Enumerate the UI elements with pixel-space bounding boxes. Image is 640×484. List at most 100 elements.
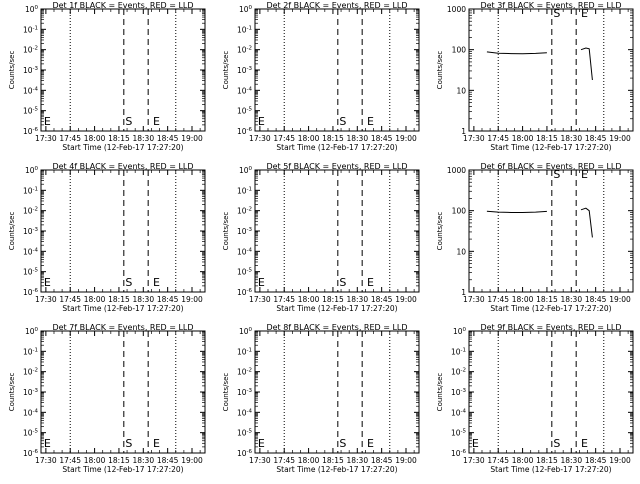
x-tick-label: 18:30 <box>560 134 582 143</box>
y-axis-label: Counts/sec <box>8 51 16 90</box>
x-tick-label: 18:30 <box>346 134 368 143</box>
x-tick-label: 17:30 <box>35 134 57 143</box>
event-rate-line <box>486 51 547 55</box>
x-tick-label: 17:45 <box>59 134 81 143</box>
x-tick-label: 18:15 <box>536 134 558 143</box>
event-marker-label: E <box>472 437 479 450</box>
event-marker-label: E <box>581 168 588 181</box>
x-tick-label: 18:00 <box>298 456 320 465</box>
event-marker-label: E <box>153 276 160 289</box>
event-marker-label: E <box>367 276 374 289</box>
x-tick-label: 17:45 <box>273 295 295 304</box>
y-tick-label: 10-5 <box>23 429 39 438</box>
event-marker-label: S <box>553 437 560 450</box>
detector-panel-3: Det 3f BLACK = Events, RED = LLD 1 10 100 10… <box>436 1 634 152</box>
x-axis-label: Start Time (12-Feb-17 17:27:20) <box>490 143 611 152</box>
y-tick-label: 1000 <box>447 166 466 175</box>
detector-panel-9: Det 9f BLACK = Events, RED = LLD 10-6 10-5… <box>436 323 634 474</box>
y-tick-label: 1000 <box>447 5 466 14</box>
y-axis-label: Counts/sec <box>222 51 230 90</box>
y-tick-label: 10-4 <box>237 86 253 95</box>
panel-title: Det 5f BLACK = Events, RED = LLD <box>266 162 407 171</box>
x-axis-label: Start Time (12-Feb-17 17:27:20) <box>276 465 397 474</box>
y-tick-label: 10-2 <box>237 368 252 377</box>
event-rate-line <box>580 47 593 81</box>
x-tick-label: 18:30 <box>560 295 582 304</box>
event-marker-label: E <box>44 276 51 289</box>
y-tick-label: 10-5 <box>451 429 467 438</box>
y-tick-label: 100 <box>239 166 253 175</box>
y-tick-label: 10-4 <box>23 86 39 95</box>
x-tick-label: 17:30 <box>35 456 57 465</box>
y-tick-label: 10-1 <box>451 347 466 356</box>
y-tick-label: 10-6 <box>237 288 253 297</box>
plot-frame <box>40 330 206 454</box>
event-marker-label: S <box>339 115 346 128</box>
y-tick-label: 10-2 <box>23 207 38 216</box>
x-tick-label: 18:00 <box>512 456 534 465</box>
x-tick-label: 19:00 <box>395 295 417 304</box>
panel-title: Det 1f BLACK = Events, RED = LLD <box>52 1 193 10</box>
y-tick-label: 10-5 <box>237 107 253 116</box>
x-tick-label: 18:30 <box>346 456 368 465</box>
y-tick-label: 10-5 <box>23 268 39 277</box>
detector-panel-4: Det 4f BLACK = Events, RED = LLD 10-6 10-5… <box>8 162 206 313</box>
event-marker-label: S <box>339 276 346 289</box>
x-tick-label: 18:45 <box>157 456 179 465</box>
y-tick-label: 10-1 <box>237 347 252 356</box>
x-tick-label: 18:00 <box>84 295 106 304</box>
y-tick-label: 10-1 <box>23 25 38 34</box>
x-axis-label: Start Time (12-Feb-17 17:27:20) <box>490 304 611 313</box>
panel-title: Det 9f BLACK = Events, RED = LLD <box>480 323 621 332</box>
x-tick-label: 19:00 <box>395 134 417 143</box>
x-axis-label: Start Time (12-Feb-17 17:27:20) <box>62 465 183 474</box>
y-tick-label: 1 <box>461 127 466 136</box>
detector-panel-6: Det 6f BLACK = Events, RED = LLD 1 10 100 10… <box>436 162 634 313</box>
plot-frame <box>468 8 634 132</box>
x-tick-label: 18:45 <box>157 295 179 304</box>
x-axis-label: Start Time (12-Feb-17 17:27:20) <box>490 465 611 474</box>
y-tick-label: 10-4 <box>451 408 467 417</box>
y-tick-label: 10 <box>456 86 466 95</box>
x-axis-label: Start Time (12-Feb-17 17:27:20) <box>276 304 397 313</box>
y-axis-label: Counts/sec <box>222 212 230 251</box>
detector-panel-5: Det 5f BLACK = Events, RED = LLD 10-6 10-5… <box>222 162 420 313</box>
y-tick-label: 10-6 <box>23 449 39 458</box>
y-tick-label: 100 <box>25 327 39 336</box>
x-tick-label: 18:45 <box>371 295 393 304</box>
y-axis-label: Counts/sec <box>8 212 16 251</box>
plot-frame <box>40 8 206 132</box>
panel-title: Det 8f BLACK = Events, RED = LLD <box>266 323 407 332</box>
x-tick-label: 19:00 <box>609 295 631 304</box>
y-tick-label: 100 <box>453 327 467 336</box>
event-marker-label: E <box>581 437 588 450</box>
y-tick-label: 10-3 <box>23 388 39 397</box>
y-tick-label: 10-6 <box>237 127 253 136</box>
x-tick-label: 17:45 <box>59 456 81 465</box>
panel-title: Det 6f BLACK = Events, RED = LLD <box>480 162 621 171</box>
x-tick-label: 18:00 <box>84 134 106 143</box>
plot-frame <box>254 169 420 293</box>
y-tick-label: 10-3 <box>237 227 253 236</box>
y-tick-label: 10-3 <box>237 388 253 397</box>
x-tick-label: 18:00 <box>512 295 534 304</box>
y-tick-label: 10-3 <box>237 66 253 75</box>
detector-panel-8: Det 8f BLACK = Events, RED = LLD 10-6 10-5… <box>222 323 420 474</box>
x-tick-label: 17:30 <box>463 134 485 143</box>
y-tick-label: 10-4 <box>23 247 39 256</box>
x-tick-label: 17:30 <box>35 295 57 304</box>
x-tick-label: 18:15 <box>108 456 130 465</box>
y-tick-label: 10 <box>456 247 466 256</box>
x-tick-label: 18:45 <box>157 134 179 143</box>
y-tick-label: 100 <box>25 5 39 14</box>
panel-title: Det 3f BLACK = Events, RED = LLD <box>480 1 621 10</box>
plot-frame <box>468 169 634 293</box>
x-tick-label: 18:15 <box>322 134 344 143</box>
y-tick-label: 10-6 <box>23 288 39 297</box>
x-tick-label: 17:45 <box>59 295 81 304</box>
x-tick-label: 17:45 <box>487 295 509 304</box>
event-marker-label: E <box>44 437 51 450</box>
x-tick-label: 18:00 <box>298 134 320 143</box>
y-tick-label: 10-3 <box>23 66 39 75</box>
